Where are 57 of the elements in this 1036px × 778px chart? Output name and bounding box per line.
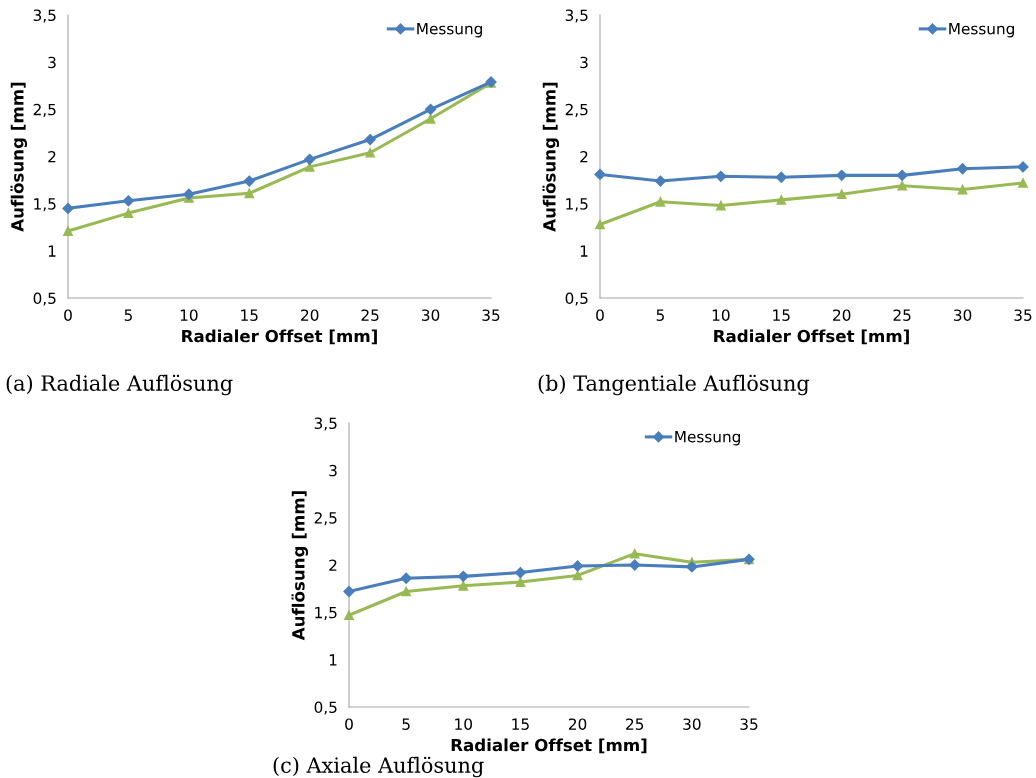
x-tick-label: 5 [402, 718, 410, 730]
x-tick-label: 5 [656, 309, 664, 321]
x-tick-label: 30 [954, 309, 972, 321]
x-tick-label: 10 [455, 718, 472, 730]
y-tick-label: 0,5 [565, 292, 588, 306]
x-tick-label: 0 [596, 309, 604, 321]
y-tick-label: 1 [48, 245, 56, 257]
y-axis-title: Auflösung [mm] [542, 82, 560, 232]
x-tick-label: 10 [712, 309, 730, 321]
x-tick-label: 30 [683, 718, 701, 730]
text: (c) Axiale Auflösung [273, 756, 484, 778]
y-tick-label: 1,5 [34, 198, 56, 212]
x-tick-label: 20 [301, 309, 319, 321]
y-tick-label: 1 [329, 654, 337, 666]
y-tick-label: 3,5 [33, 9, 56, 23]
x-tick-label: 35 [1014, 309, 1032, 321]
x-tick-label: 15 [773, 309, 790, 321]
x-tick-label: 15 [241, 309, 258, 321]
y-axis-title: Auflösung [mm] [10, 82, 28, 232]
legend-label: Messung [949, 23, 1014, 38]
x-tick-label: 0 [345, 718, 353, 730]
x-tick-label: 35 [482, 309, 500, 321]
x-tick-label: 25 [626, 718, 644, 730]
y-tick-label: 2 [329, 559, 337, 571]
x-axis-title: Radialer Offset [mm] [182, 329, 377, 345]
y-tick-label: 2,5 [33, 103, 56, 117]
legend-label: Messung [417, 23, 482, 38]
y-tick-label: 1,5 [566, 198, 588, 212]
x-tick-label: 30 [422, 309, 440, 321]
y-tick-label: 1,5 [315, 607, 337, 620]
x-tick-label: 20 [833, 309, 851, 321]
x-tick-label: 5 [124, 309, 132, 321]
x-tick-label: 25 [361, 309, 379, 321]
y-tick-label: 3 [329, 464, 337, 477]
y-tick-label: 2,5 [565, 103, 588, 117]
y-tick-label: 2 [580, 150, 588, 163]
x-tick-label: 20 [568, 718, 587, 730]
y-tick-label: 1 [580, 245, 588, 257]
x-tick-label: 35 [740, 718, 758, 730]
y-tick-label: 3 [48, 56, 56, 69]
text: (a) Radiale Auflösung [6, 374, 233, 396]
x-tick-label: 10 [180, 309, 198, 321]
legend-label: Messung [675, 431, 740, 446]
x-axis-title: Radialer Offset [mm] [714, 329, 909, 345]
y-tick-label: 3 [580, 56, 588, 69]
text: (b) Tangentiale Auflösung [538, 374, 810, 396]
x-tick-label: 0 [64, 309, 72, 321]
x-tick-label: 25 [893, 309, 911, 321]
y-tick-label: 2,5 [314, 512, 337, 526]
x-axis-title: Radialer Offset [mm] [451, 738, 647, 754]
x-tick-label: 15 [512, 718, 529, 730]
y-tick-label: 3,5 [565, 9, 588, 23]
y-tick-label: 3,5 [314, 417, 337, 431]
y-tick-label: 2 [48, 150, 56, 163]
y-axis-title: Auflösung [mm] [291, 491, 309, 641]
y-tick-label: 0,5 [33, 292, 56, 306]
y-tick-label: 0,5 [314, 701, 337, 715]
